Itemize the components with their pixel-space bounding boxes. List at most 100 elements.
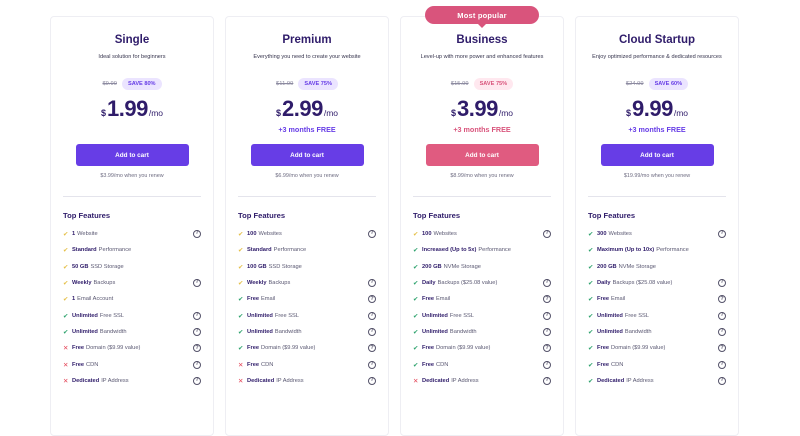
help-icon[interactable]: ?	[193, 327, 201, 336]
feature-item: ✔ Free Domain ($9.99 value)?	[413, 340, 551, 356]
help-icon[interactable]: ?	[718, 344, 726, 353]
feature-highlight: 200 GB	[597, 263, 617, 270]
cross-icon: ✕	[63, 361, 69, 369]
feature-highlight: Dedicated	[597, 377, 625, 384]
add-to-cart-button[interactable]: Add to cart	[250, 144, 364, 166]
help-icon[interactable]: ?	[718, 295, 726, 304]
feature-highlight: 100	[422, 231, 432, 238]
currency-symbol: $	[275, 108, 281, 118]
help-icon[interactable]: ?	[193, 230, 201, 239]
feature-highlight: 200 GB	[422, 263, 442, 270]
feature-item: ✔ Unlimited Bandwidth?	[238, 324, 376, 340]
add-to-cart-button[interactable]: Add to cart	[425, 144, 539, 166]
help-icon[interactable]: ?	[718, 376, 726, 385]
feature-item: ✔ Free Domain ($9.99 value)?	[238, 340, 376, 356]
feature-label: IP Address	[276, 377, 304, 384]
check-icon: ✔	[588, 328, 594, 336]
feature-highlight: 50 GB	[72, 263, 89, 270]
feature-highlight: Unlimited	[422, 328, 448, 335]
feature-label: Websites	[608, 231, 632, 238]
feature-label: Domain ($9.99 value)	[436, 345, 491, 352]
feature-item: ✔ Free CDN?	[413, 356, 551, 372]
feature-label: Domain ($9.99 value)	[611, 345, 666, 352]
feature-highlight: Daily	[422, 280, 436, 287]
help-icon[interactable]: ?	[193, 279, 201, 288]
help-icon[interactable]: ?	[368, 230, 376, 239]
feature-highlight: Free	[72, 345, 85, 352]
help-icon[interactable]: ?	[543, 230, 551, 239]
price-period: /mo	[323, 108, 338, 118]
feature-label: CDN	[611, 361, 624, 368]
help-icon[interactable]: ?	[543, 327, 551, 336]
feature-item: ✔ Standard Performance	[238, 242, 376, 258]
help-icon[interactable]: ?	[543, 295, 551, 304]
help-icon[interactable]: ?	[543, 376, 551, 385]
feature-label: Free SSL	[274, 312, 299, 319]
help-icon[interactable]: ?	[543, 344, 551, 353]
help-icon[interactable]: ?	[368, 344, 376, 353]
help-icon[interactable]: ?	[718, 327, 726, 336]
help-icon[interactable]: ?	[368, 360, 376, 369]
feature-item: ✔ 100 GB SSD Storage	[238, 259, 376, 275]
feature-highlight: Free	[422, 361, 435, 368]
add-to-cart-button[interactable]: Add to cart	[600, 144, 714, 166]
feature-highlight: Free	[422, 296, 435, 303]
feature-label: Performance	[478, 247, 511, 254]
help-icon[interactable]: ?	[718, 360, 726, 369]
feature-label: IP Address	[101, 377, 129, 384]
check-icon: ✔	[588, 361, 594, 369]
feature-highlight: Unlimited	[597, 312, 623, 319]
feature-label: SSD Storage	[90, 263, 124, 270]
help-icon[interactable]: ?	[193, 311, 201, 320]
feature-label: Domain ($9.99 value)	[261, 345, 316, 352]
promo-text: +3 months FREE	[628, 125, 686, 134]
price-amount: 3.99	[457, 96, 498, 121]
feature-label: Free SSL	[624, 312, 649, 319]
promo-text: +3 months FREE	[453, 125, 511, 134]
help-icon[interactable]: ?	[543, 311, 551, 320]
feature-highlight: Standard	[247, 247, 272, 254]
help-icon[interactable]: ?	[368, 327, 376, 336]
feature-item: ✕ Dedicated IP Address?	[63, 373, 201, 389]
features-title: Top Features	[63, 211, 111, 220]
feature-highlight: Unlimited	[247, 312, 273, 319]
price-amount: 9.99	[632, 96, 673, 121]
help-icon[interactable]: ?	[193, 360, 201, 369]
old-price: $24.99	[625, 81, 644, 87]
feature-item: ✔ 200 GB NVMe Storage	[413, 259, 551, 275]
check-icon: ✔	[63, 296, 69, 304]
add-to-cart-button[interactable]: Add to cart	[75, 144, 189, 166]
feature-label: Bandwidth	[274, 328, 302, 335]
help-icon[interactable]: ?	[718, 279, 726, 288]
feature-label: SSD Storage	[268, 263, 302, 270]
help-icon[interactable]: ?	[543, 360, 551, 369]
check-icon: ✔	[63, 328, 69, 336]
feature-label: IP Address	[451, 377, 479, 384]
feature-highlight: Free	[422, 345, 435, 352]
help-icon[interactable]: ?	[368, 376, 376, 385]
help-icon[interactable]: ?	[368, 295, 376, 304]
help-icon[interactable]: ?	[368, 311, 376, 320]
feature-highlight: Free	[597, 361, 610, 368]
price: $ 9.99 /mo	[588, 96, 726, 121]
feature-label: Email	[611, 296, 626, 303]
most-popular-badge: Most popular	[425, 6, 539, 24]
help-icon[interactable]: ?	[543, 279, 551, 288]
help-icon[interactable]: ?	[193, 344, 201, 353]
cross-icon: ✕	[63, 377, 69, 385]
check-icon: ✔	[413, 231, 419, 239]
check-icon: ✔	[238, 296, 244, 304]
feature-highlight: Free	[597, 345, 610, 352]
feature-item: ✔ Standard Performance	[63, 242, 201, 258]
help-icon[interactable]: ?	[193, 376, 201, 385]
feature-label: Backups	[268, 280, 291, 287]
help-icon[interactable]: ?	[368, 279, 376, 288]
feature-highlight: Free	[72, 361, 85, 368]
price-period: /mo	[498, 108, 513, 118]
currency-symbol: $	[625, 108, 631, 118]
feature-label: Email Account	[77, 296, 114, 303]
help-icon[interactable]: ?	[718, 311, 726, 320]
help-icon[interactable]: ?	[718, 230, 726, 239]
feature-label: Performance	[656, 247, 689, 254]
price-amount: 1.99	[107, 96, 148, 121]
